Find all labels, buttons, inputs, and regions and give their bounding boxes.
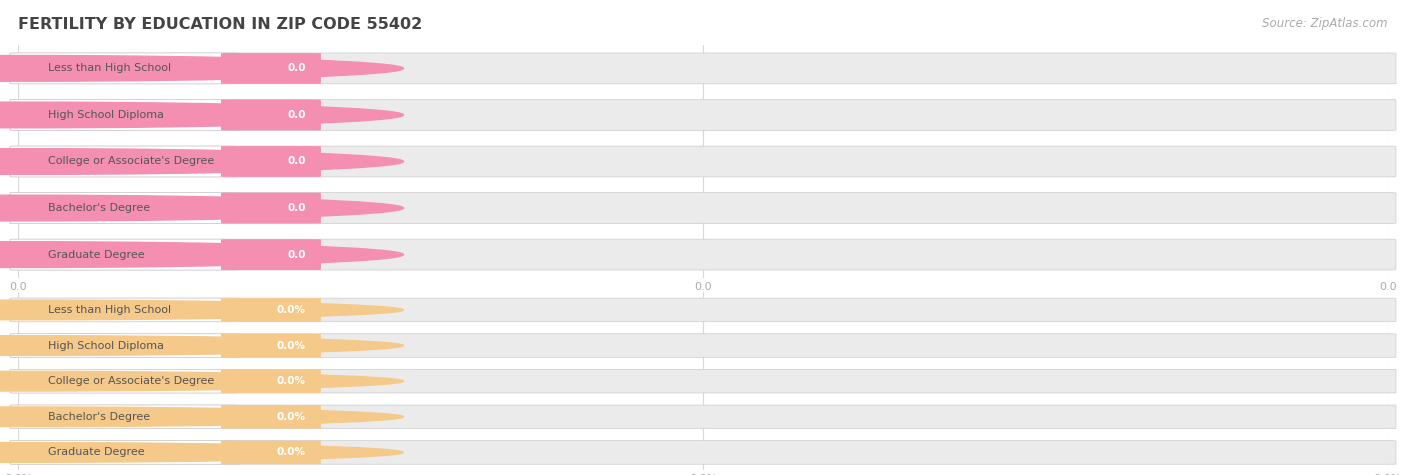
FancyBboxPatch shape xyxy=(221,53,321,84)
Circle shape xyxy=(0,300,404,320)
FancyBboxPatch shape xyxy=(10,53,239,84)
FancyBboxPatch shape xyxy=(221,298,321,322)
Circle shape xyxy=(0,371,404,391)
Text: FERTILITY BY EDUCATION IN ZIP CODE 55402: FERTILITY BY EDUCATION IN ZIP CODE 55402 xyxy=(18,17,423,32)
Circle shape xyxy=(0,407,404,427)
Text: Bachelor's Degree: Bachelor's Degree xyxy=(48,203,150,213)
FancyBboxPatch shape xyxy=(221,370,321,393)
Circle shape xyxy=(0,56,404,81)
Text: 0.0: 0.0 xyxy=(287,203,307,213)
Text: Less than High School: Less than High School xyxy=(48,305,172,315)
FancyBboxPatch shape xyxy=(10,405,239,428)
FancyBboxPatch shape xyxy=(221,100,321,130)
Text: 0.0: 0.0 xyxy=(287,249,307,260)
Circle shape xyxy=(0,242,404,267)
FancyBboxPatch shape xyxy=(10,370,239,393)
FancyBboxPatch shape xyxy=(221,193,321,223)
FancyBboxPatch shape xyxy=(10,100,1396,130)
Text: Bachelor's Degree: Bachelor's Degree xyxy=(48,412,150,422)
Circle shape xyxy=(0,443,404,462)
Text: High School Diploma: High School Diploma xyxy=(48,110,165,120)
Text: 0.0%: 0.0% xyxy=(277,305,307,315)
Text: College or Associate's Degree: College or Associate's Degree xyxy=(48,376,215,386)
FancyBboxPatch shape xyxy=(10,193,239,223)
Circle shape xyxy=(0,336,404,355)
FancyBboxPatch shape xyxy=(10,100,239,130)
Circle shape xyxy=(0,102,404,128)
Circle shape xyxy=(0,149,404,174)
FancyBboxPatch shape xyxy=(10,53,1396,84)
FancyBboxPatch shape xyxy=(221,441,321,464)
Text: High School Diploma: High School Diploma xyxy=(48,341,165,351)
Text: 0.0%: 0.0% xyxy=(277,341,307,351)
FancyBboxPatch shape xyxy=(10,334,1396,357)
FancyBboxPatch shape xyxy=(10,370,1396,393)
FancyBboxPatch shape xyxy=(10,146,239,177)
FancyBboxPatch shape xyxy=(221,405,321,428)
Text: Graduate Degree: Graduate Degree xyxy=(48,249,145,260)
FancyBboxPatch shape xyxy=(10,239,1396,270)
Text: 0.0%: 0.0% xyxy=(277,376,307,386)
FancyBboxPatch shape xyxy=(10,298,239,322)
Circle shape xyxy=(0,195,404,221)
Text: 0.0%: 0.0% xyxy=(277,447,307,457)
Text: Graduate Degree: Graduate Degree xyxy=(48,447,145,457)
FancyBboxPatch shape xyxy=(10,146,1396,177)
Text: 0.0: 0.0 xyxy=(287,110,307,120)
FancyBboxPatch shape xyxy=(10,298,1396,322)
FancyBboxPatch shape xyxy=(10,239,239,270)
Text: College or Associate's Degree: College or Associate's Degree xyxy=(48,156,215,167)
FancyBboxPatch shape xyxy=(10,193,1396,223)
Text: Less than High School: Less than High School xyxy=(48,63,172,74)
FancyBboxPatch shape xyxy=(10,334,239,357)
Text: 0.0%: 0.0% xyxy=(277,412,307,422)
FancyBboxPatch shape xyxy=(10,441,1396,464)
Text: Source: ZipAtlas.com: Source: ZipAtlas.com xyxy=(1263,17,1388,29)
FancyBboxPatch shape xyxy=(221,334,321,357)
FancyBboxPatch shape xyxy=(221,146,321,177)
FancyBboxPatch shape xyxy=(10,405,1396,428)
Text: 0.0: 0.0 xyxy=(287,156,307,167)
FancyBboxPatch shape xyxy=(10,441,239,464)
FancyBboxPatch shape xyxy=(221,239,321,270)
Text: 0.0: 0.0 xyxy=(287,63,307,74)
